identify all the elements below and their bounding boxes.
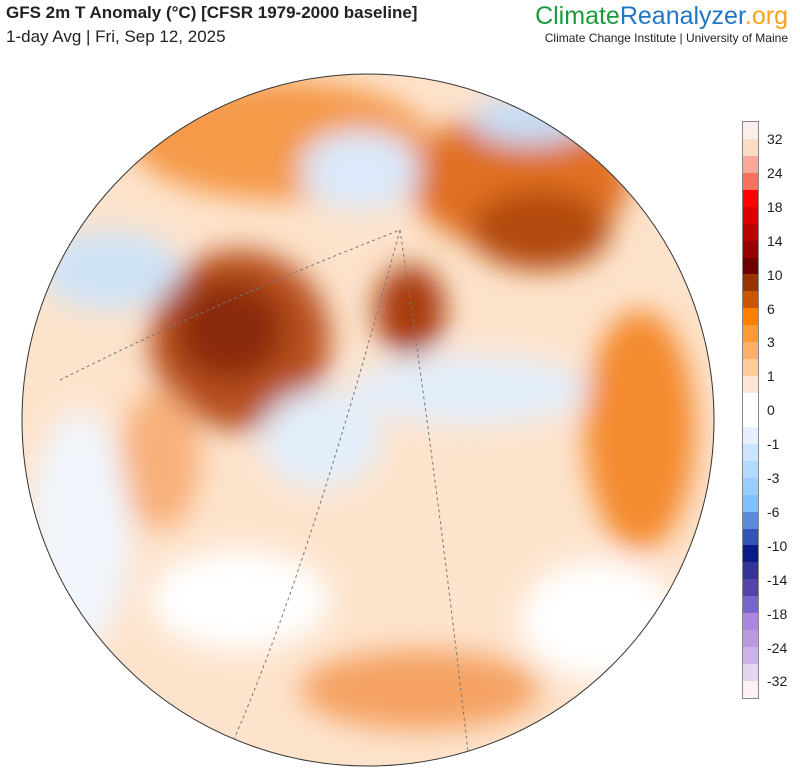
logo-part-org: .org: [744, 2, 788, 30]
colorbar-swatch: [743, 613, 758, 631]
colorbar-swatch: [743, 477, 758, 495]
colorbar-swatch: [743, 359, 758, 377]
colorbar-label: -24: [767, 639, 788, 656]
colorbar-swatch: [743, 596, 758, 614]
colorbar-swatch: [743, 274, 758, 292]
map-title: GFS 2m T Anomaly (°C) [CFSR 1979-2000 ba…: [6, 3, 418, 22]
colorbar-label: 0: [767, 402, 775, 419]
colorbar-label: 32: [767, 131, 783, 147]
colorbar-swatch: [743, 460, 758, 478]
colorbar-swatch: [743, 223, 758, 241]
colorbar-label: -10: [767, 537, 788, 554]
globe-map: [21, 73, 715, 767]
colorbar-swatch: [743, 664, 758, 681]
logo-part-climate: Climate: [535, 2, 620, 30]
map-subtitle: 1-day Avg | Fri, Sep 12, 2025: [6, 27, 226, 46]
colorbar-label: -3: [767, 470, 780, 486]
colorbar-swatch: [743, 342, 758, 360]
colorbar-swatch: [743, 562, 758, 580]
colorbar-swatch: [743, 426, 758, 444]
colorbar-swatch: [743, 240, 758, 258]
colorbar-swatch: [743, 630, 758, 648]
colorbar-swatch: [743, 257, 758, 275]
colorbar-swatch: [743, 376, 758, 393]
colorbar-label: 18: [767, 198, 783, 215]
colorbar-label: -6: [767, 503, 780, 520]
graticule: [59, 229, 471, 766]
colorbar-swatch: [743, 545, 758, 563]
logo-part-reanalyzer: Reanalyzer: [619, 2, 745, 30]
colorbar-swatch: [743, 393, 758, 410]
globe-outline: [21, 73, 715, 767]
colorbar-swatch: [743, 189, 758, 207]
colorbar-swatch: [743, 579, 758, 597]
colorbar-swatch: [743, 528, 758, 546]
colorbar-label: 3: [767, 334, 775, 351]
colorbar-label: 6: [767, 300, 775, 317]
colorbar-label: 24: [767, 164, 783, 181]
colorbar-swatch: [743, 325, 758, 343]
colorbar-swatch: [743, 291, 758, 309]
colorbar-label: -18: [767, 605, 788, 622]
colorbar-swatch: [743, 206, 758, 224]
colorbar-label: -32: [767, 673, 788, 690]
colorbar: [742, 121, 759, 699]
colorbar-swatch: [743, 511, 758, 529]
colorbar-swatch: [743, 122, 758, 139]
colorbar-swatch: [743, 680, 758, 698]
institution-text: Climate Change Institute | University of…: [544, 31, 788, 45]
colorbar-swatch: [743, 172, 758, 190]
colorbar-label: -14: [767, 571, 788, 588]
colorbar-label: 10: [767, 266, 783, 283]
colorbar-swatch: [743, 138, 758, 156]
colorbar-label: 1: [767, 368, 775, 385]
colorbar-label: 14: [767, 232, 783, 249]
colorbar-swatch: [743, 647, 758, 664]
colorbar-swatch: [743, 494, 758, 512]
colorbar-swatch: [743, 308, 758, 326]
colorbar-swatch: [743, 155, 758, 173]
colorbar-label: -1: [767, 436, 780, 453]
colorbar-swatch: [743, 409, 758, 427]
logo[interactable]: ClimateReanalyzer.org: [535, 2, 788, 31]
colorbar-swatch: [743, 443, 758, 461]
